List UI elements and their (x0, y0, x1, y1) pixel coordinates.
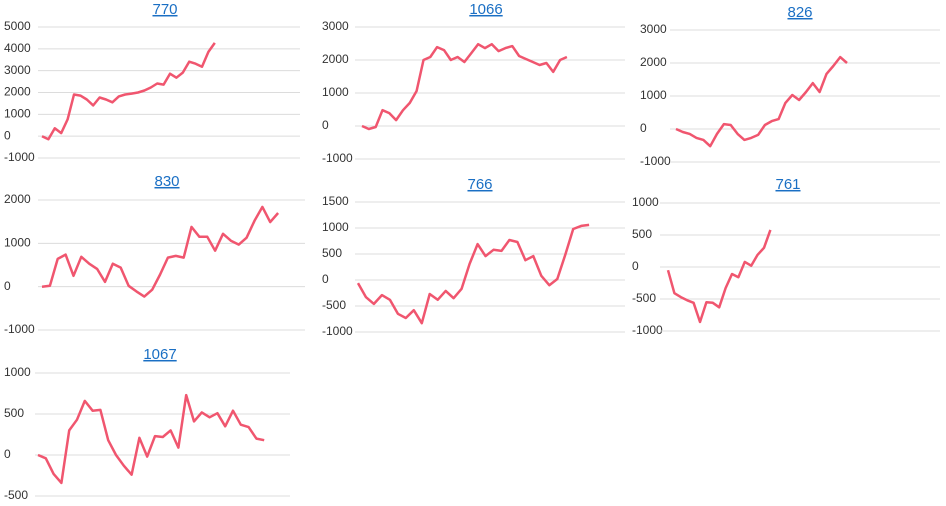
chart-title[interactable]: 766 (467, 176, 492, 193)
y-tick-label: 0 (4, 279, 11, 293)
y-tick-label: 3000 (4, 63, 31, 77)
y-tick-label: 1000 (640, 88, 667, 102)
y-tick-label: -1000 (640, 154, 671, 168)
data-line (37, 393, 265, 485)
data-line (41, 42, 216, 141)
y-tick-label: 0 (322, 272, 329, 286)
chart-title[interactable]: 770 (152, 1, 177, 18)
y-tick-label: 1000 (4, 107, 31, 121)
y-tick-label: 0 (4, 447, 11, 461)
y-tick-label: -500 (4, 488, 28, 502)
y-tick-label: -500 (632, 291, 656, 305)
y-tick-label: 2000 (4, 85, 31, 99)
chart-title[interactable]: 1066 (469, 1, 502, 18)
y-tick-label: -1000 (4, 150, 35, 164)
y-tick-label: 4000 (4, 41, 31, 55)
y-tick-label: 1000 (4, 365, 31, 379)
y-tick-label: 1000 (322, 220, 349, 234)
y-tick-label: -1000 (322, 324, 353, 338)
y-tick-label: 1500 (322, 194, 349, 208)
y-tick-label: 5000 (4, 19, 31, 33)
y-tick-label: -1000 (322, 151, 353, 165)
y-tick-label: 3000 (640, 22, 667, 36)
y-tick-label: 2000 (4, 192, 31, 206)
y-tick-label: 0 (640, 121, 647, 135)
data-line (41, 205, 280, 298)
y-tick-label: 500 (322, 246, 342, 260)
y-tick-label: 0 (632, 259, 639, 273)
data-line (356, 223, 590, 325)
y-tick-label: 0 (4, 128, 11, 142)
y-tick-label: -1000 (4, 322, 35, 336)
y-tick-label: 1000 (322, 85, 349, 99)
y-tick-label: 3000 (322, 19, 349, 33)
y-tick-label: -1000 (632, 323, 663, 337)
y-tick-label: 500 (4, 406, 24, 420)
chart-title[interactable]: 826 (787, 4, 812, 21)
y-tick-label: 1000 (632, 195, 659, 209)
data-line (361, 42, 568, 131)
y-tick-label: 500 (632, 227, 652, 241)
y-tick-label: 0 (322, 118, 329, 132)
data-line (675, 55, 848, 148)
chart-title[interactable]: 1067 (143, 346, 176, 363)
chart-title[interactable]: 830 (154, 173, 179, 190)
y-tick-label: 2000 (322, 52, 349, 66)
data-line (666, 229, 772, 324)
y-tick-label: 1000 (4, 236, 31, 250)
y-tick-label: 2000 (640, 55, 667, 69)
y-tick-label: -500 (322, 298, 346, 312)
chart-title[interactable]: 761 (775, 176, 800, 193)
